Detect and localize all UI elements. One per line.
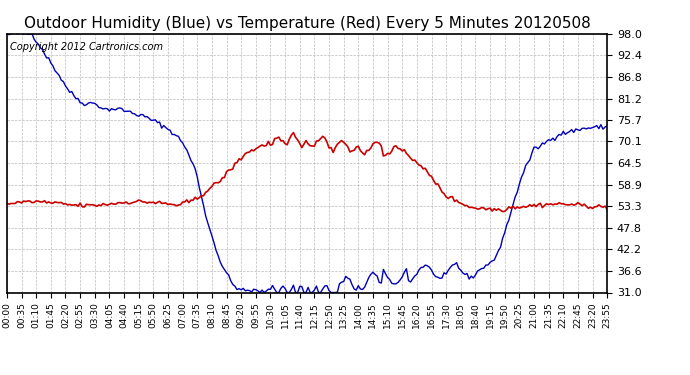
Title: Outdoor Humidity (Blue) vs Temperature (Red) Every 5 Minutes 20120508: Outdoor Humidity (Blue) vs Temperature (… — [23, 16, 591, 31]
Text: Copyright 2012 Cartronics.com: Copyright 2012 Cartronics.com — [10, 42, 163, 51]
